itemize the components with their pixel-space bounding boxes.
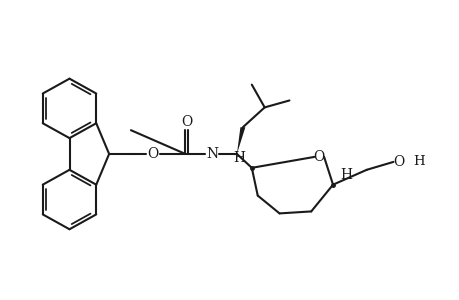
- Text: N: N: [206, 147, 218, 161]
- Text: O: O: [392, 155, 403, 169]
- Text: O: O: [181, 115, 192, 129]
- Text: O: O: [313, 150, 324, 164]
- Text: H: H: [232, 151, 244, 165]
- Text: H: H: [412, 155, 424, 168]
- Text: O: O: [147, 147, 158, 161]
- Text: H: H: [339, 168, 351, 182]
- Polygon shape: [236, 127, 245, 154]
